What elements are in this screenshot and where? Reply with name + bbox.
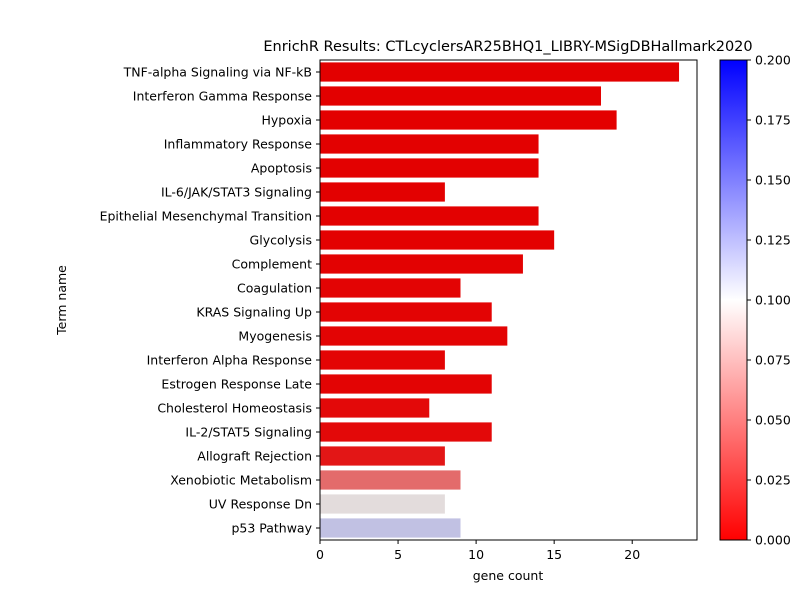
colorbar-tick-label: 0.125 <box>755 233 791 248</box>
y-tick-label: Coagulation <box>237 281 312 296</box>
bar <box>320 326 508 346</box>
bar <box>320 494 445 514</box>
bar <box>320 254 523 274</box>
colorbar-tick-label: 0.150 <box>755 173 791 188</box>
y-axis-label: Term name <box>54 265 69 336</box>
bar <box>320 62 680 82</box>
y-tick-label: Epithelial Mesenchymal Transition <box>100 209 312 224</box>
y-tick-label: Allograft Rejection <box>197 449 312 464</box>
y-tick-labels: TNF-alpha Signaling via NF-kB Interferon … <box>100 65 320 536</box>
x-tick-label: 5 <box>394 547 402 562</box>
colorbar-tick-label: 0.025 <box>755 473 791 488</box>
bar <box>320 182 445 202</box>
colorbar-tick-label: 0.100 <box>755 293 791 308</box>
bar <box>320 518 461 538</box>
colorbar-tick-label: 0.200 <box>755 53 791 68</box>
x-tick-label: 0 <box>316 547 324 562</box>
colorbar-ticks: 0.000 0.025 0.050 0.075 0.100 0.125 0.150 0.175… <box>747 53 791 548</box>
bar <box>320 422 492 442</box>
y-tick-label: Myogenesis <box>238 329 312 344</box>
x-tick-label: 20 <box>624 547 640 562</box>
y-tick-label: Apoptosis <box>251 161 312 176</box>
colorbar-tick-label: 0.075 <box>755 353 791 368</box>
colorbar-tick-label: 0.000 <box>755 533 791 548</box>
bars-group <box>320 62 680 538</box>
bar <box>320 350 445 370</box>
y-tick-label: IL-6/JAK/STAT3 Signaling <box>161 185 312 200</box>
bar <box>320 206 539 226</box>
y-tick-label: Glycolysis <box>250 233 312 248</box>
bar <box>320 374 492 394</box>
x-ticks: 0 5 10 15 20 <box>316 540 640 562</box>
bar <box>320 302 492 322</box>
colorbar-tick-label: 0.175 <box>755 113 791 128</box>
y-tick-label: Interferon Alpha Response <box>147 353 313 368</box>
bar <box>320 446 445 466</box>
y-tick-label: Interferon Gamma Response <box>133 89 313 104</box>
colorbar <box>719 59 748 541</box>
y-tick-label: KRAS Signaling Up <box>196 305 312 320</box>
bar <box>320 110 617 130</box>
x-tick-label: 15 <box>546 547 562 562</box>
bar <box>320 278 461 298</box>
x-axis-label: gene count <box>473 568 544 583</box>
chart-title: EnrichR Results: CTLcyclersAR25BHQ1_LIBR… <box>263 39 752 55</box>
y-tick-label: Hypoxia <box>261 113 312 128</box>
bar <box>320 230 555 250</box>
y-tick-label: Cholesterol Homeostasis <box>157 401 312 416</box>
bar <box>320 86 601 106</box>
y-tick-label: TNF-alpha Signaling via NF-kB <box>123 65 312 80</box>
y-tick-label: Complement <box>232 257 312 272</box>
y-tick-label: Inflammatory Response <box>164 137 313 152</box>
y-tick-label: p53 Pathway <box>231 521 312 536</box>
bar <box>320 158 539 178</box>
x-tick-label: 10 <box>468 547 484 562</box>
bar <box>320 134 539 154</box>
y-tick-label: IL-2/STAT5 Signaling <box>185 425 312 440</box>
y-tick-label: Estrogen Response Late <box>161 377 312 392</box>
y-tick-label: Xenobiotic Metabolism <box>170 473 312 488</box>
plot-frame <box>319 59 698 541</box>
y-tick-label: UV Response Dn <box>209 497 312 512</box>
colorbar-tick-label: 0.050 <box>755 413 791 428</box>
bar <box>320 470 461 490</box>
bar <box>320 398 430 418</box>
